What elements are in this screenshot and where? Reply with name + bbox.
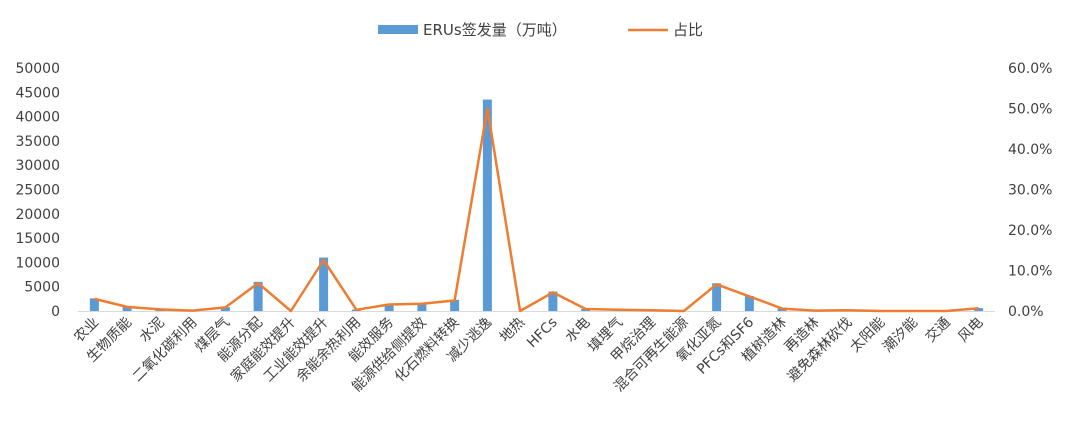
left-tick-label: 25000 — [15, 183, 60, 199]
category-label: 地热 — [497, 315, 528, 346]
legend-label-line: 占比 — [673, 21, 703, 39]
category-label: HFCs — [524, 315, 561, 352]
left-axis-ticks: 0 5000 10000 15000 20000 25000 30000 35000 40000… — [15, 61, 60, 320]
right-tick-label: 40.0% — [1008, 142, 1052, 158]
right-tick-label: 50.0% — [1008, 102, 1052, 118]
left-tick-label: 10000 — [15, 255, 60, 271]
share-line — [94, 109, 978, 312]
line-series — [94, 109, 978, 312]
left-tick-label: 30000 — [15, 158, 60, 174]
category-labels: 农业生物质能水泥二氧化碳利用煤层气能源分配家庭能效提升工业能效提升余能余热利用能… — [71, 314, 986, 395]
left-tick-label: 0 — [51, 304, 60, 320]
right-axis-ticks: 0.0% 10.0% 20.0% 30.0% 40.0% 50.0% 60.0% — [1008, 61, 1052, 320]
left-tick-label: 45000 — [15, 85, 60, 101]
right-tick-label: 20.0% — [1008, 223, 1052, 239]
right-tick-label: 0.0% — [1008, 304, 1044, 320]
bar-series — [90, 100, 983, 311]
left-tick-label: 15000 — [15, 231, 60, 247]
left-tick-label: 35000 — [15, 134, 60, 150]
right-tick-label: 10.0% — [1008, 264, 1052, 280]
category-label: 潮汐能 — [880, 315, 921, 356]
right-tick-label: 60.0% — [1008, 61, 1052, 77]
left-tick-label: 50000 — [15, 61, 60, 77]
left-tick-label: 40000 — [15, 110, 60, 126]
category-label: 交通 — [922, 314, 954, 346]
right-tick-label: 30.0% — [1008, 183, 1052, 199]
legend-swatch-bar — [378, 25, 418, 34]
legend-label-bar: ERUs签发量（万吨） — [423, 21, 567, 39]
legend: ERUs签发量（万吨） 占比 — [378, 21, 703, 39]
category-label: 风电 — [955, 315, 986, 346]
left-tick-label: 5000 — [24, 280, 60, 296]
left-tick-label: 20000 — [15, 207, 60, 223]
category-label: 太阳能 — [847, 315, 888, 356]
